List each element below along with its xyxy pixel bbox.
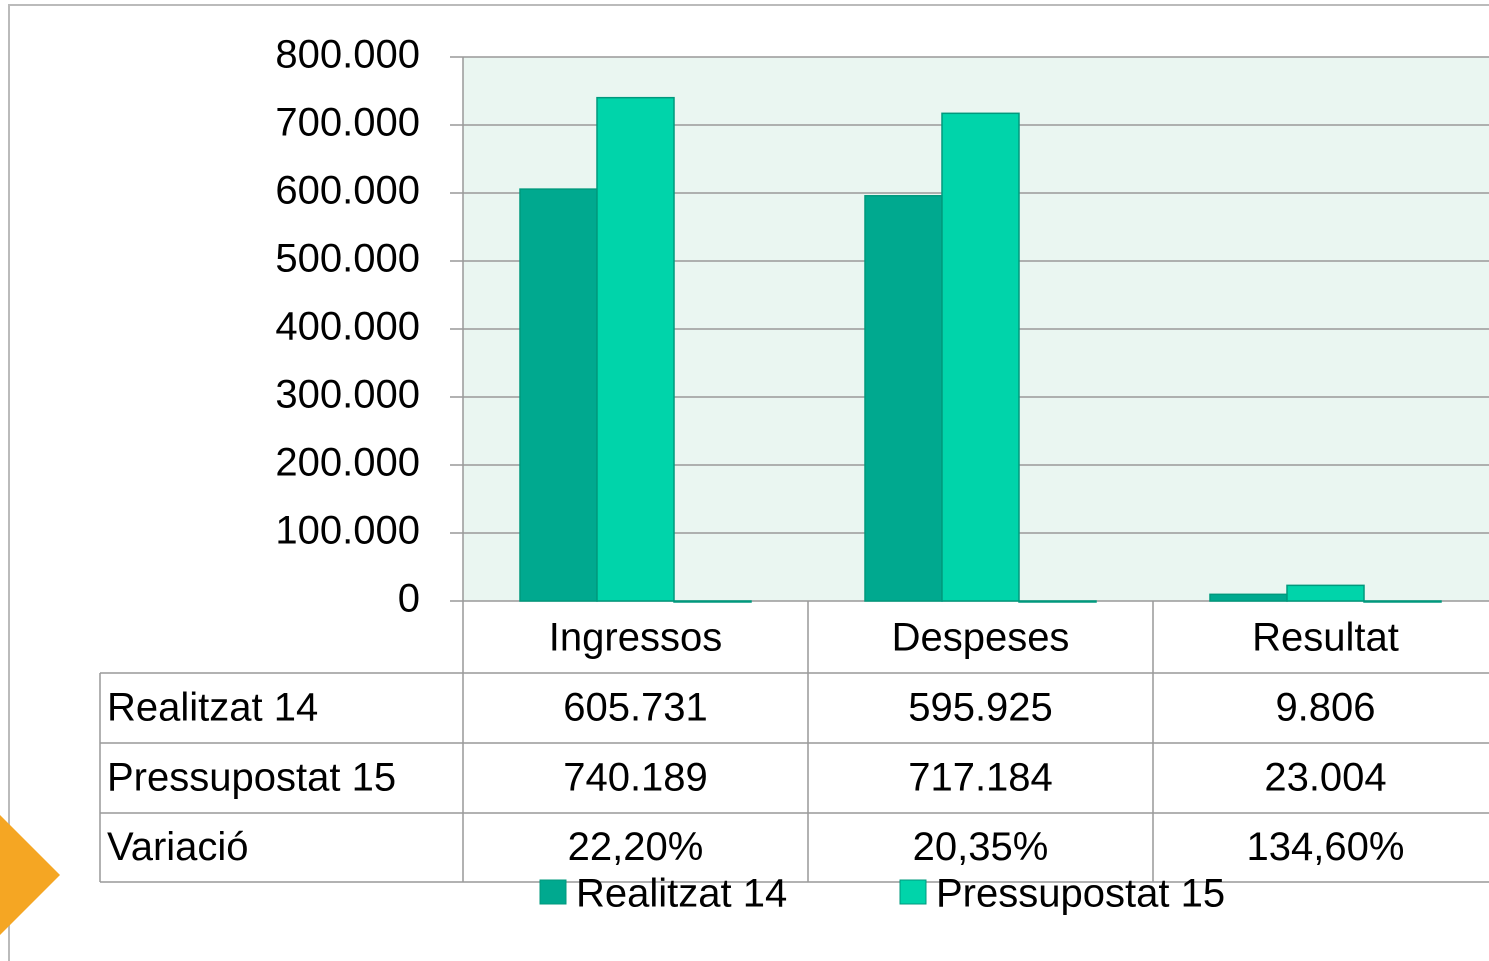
y-tick-label: 700.000: [275, 101, 420, 145]
table-cell: 20,35%: [913, 825, 1049, 869]
y-tick-label: 600.000: [275, 169, 420, 213]
table-cell: 740.189: [563, 756, 708, 800]
y-tick-label: 500.000: [275, 237, 420, 281]
y-tick-label: 300.000: [275, 373, 420, 417]
x-tick-label: Despeses: [892, 616, 1070, 660]
bar: [1209, 593, 1288, 602]
y-tick-label: 400.000: [275, 305, 420, 349]
y-tick-label: 0: [398, 577, 420, 621]
bar: [941, 112, 1020, 602]
legend-label: Pressupostat 15: [936, 872, 1225, 916]
bar: [864, 195, 943, 602]
y-tick-label: 800.000: [275, 33, 420, 77]
table-row-label: Pressupostat 15: [107, 756, 396, 800]
table-cell: 605.731: [563, 686, 708, 730]
table-cell: 23.004: [1264, 756, 1386, 800]
x-tick-label: Resultat: [1252, 616, 1399, 660]
bar: [596, 96, 675, 602]
decor-arrow: [0, 815, 60, 935]
bar: [1018, 600, 1097, 603]
legend-swatch: [539, 879, 567, 905]
table-cell: 134,60%: [1247, 825, 1405, 869]
bar: [519, 188, 598, 602]
y-tick-label: 200.000: [275, 441, 420, 485]
y-tick-label: 100.000: [275, 509, 420, 553]
legend-swatch: [899, 879, 927, 905]
table-cell: 595.925: [908, 686, 1053, 730]
table-cell: 717.184: [908, 756, 1053, 800]
table-row-label: Variació: [107, 825, 249, 869]
bar: [1363, 600, 1442, 603]
legend-label: Realitzat 14: [576, 872, 787, 916]
bar: [1286, 584, 1365, 602]
frame: [8, 4, 1489, 961]
table-row-label: Realitzat 14: [107, 686, 318, 730]
bar: [673, 600, 752, 603]
table-cell: 22,20%: [568, 825, 704, 869]
x-tick-label: Ingressos: [549, 616, 722, 660]
table-cell: 9.806: [1275, 686, 1375, 730]
